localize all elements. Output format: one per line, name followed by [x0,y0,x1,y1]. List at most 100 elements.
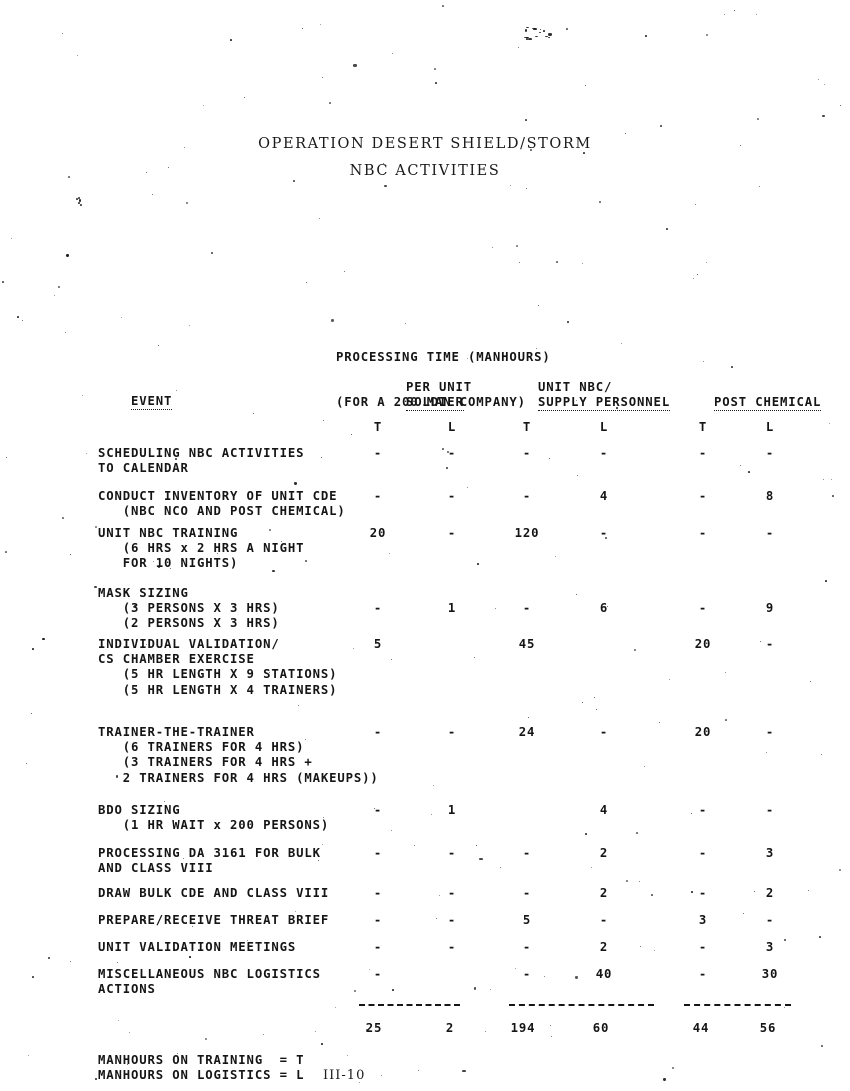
table-cell: 2 [599,886,609,900]
column-header-unit-nbc-supply-line-2: SUPPLY PERSONNEL [538,395,671,411]
table-cell: - [522,967,532,981]
totals-separator-per-unit [359,1004,460,1006]
table-cell: 20 [694,725,712,739]
table-cell: - [698,803,708,817]
table-caption-line-2: (FOR A 200 MAN COMPANY) [336,395,526,409]
totals-separator-unit-nbc [509,1004,654,1006]
table-cell: - [373,601,383,615]
table-cell: - [522,886,532,900]
table-cell: - [373,846,383,860]
table-cell: 2 [599,940,609,954]
table-cell: - [447,725,457,739]
table-cell: 24 [518,725,536,739]
table-cell: - [698,940,708,954]
table-row-label: MISCELLANEOUS NBC LOGISTICS ACTIONS [98,967,321,997]
table-row-label: BDO SIZING (1 HR WAIT x 200 PERSONS) [98,803,330,833]
table-cell: - [522,489,532,503]
table-cell: - [447,489,457,503]
page-number: III-10 [323,1068,366,1083]
table-row-label: SCHEDULING NBC ACTIVITIES TO CALENDAR [98,446,305,476]
table-row-label: MASK SIZING (3 PERSONS X 3 HRS) (2 PERSO… [98,586,280,631]
table-row-label: TRAINER-THE-TRAINER (6 TRAINERS FOR 4 HR… [98,725,379,785]
table-cell: - [765,526,775,540]
document-title-line-2: NBC ACTIVITIES [349,163,501,179]
table-cell: - [373,913,383,927]
table-cell: - [447,526,457,540]
table-cell: - [698,601,708,615]
table-cell: 45 [518,637,536,651]
column-header-per-unit-soldier-line-1: PER UNIT [406,380,473,394]
table-cell: - [698,446,708,460]
table-cell: - [373,940,383,954]
table-cell: - [373,803,383,817]
legend-line-training: MANHOURS ON TRAINING = T [98,1053,305,1067]
table-cell: - [447,913,457,927]
table-cell: - [373,967,383,981]
table-cell: - [373,886,383,900]
table-cell: - [447,886,457,900]
total-cell: 44 [692,1021,710,1035]
table-cell: 3 [765,846,775,860]
table-cell: 120 [514,526,540,540]
table-row-label: INDIVIDUAL VALIDATION/ CS CHAMBER EXERCI… [98,637,338,697]
table-cell: - [522,846,532,860]
table-cell: 1 [447,803,457,817]
table-cell: - [522,940,532,954]
table-row-label: DRAW BULK CDE AND CLASS VIII [98,886,330,900]
table-cell: - [698,846,708,860]
subheader-l-per-unit: L [447,420,457,434]
table-cell: - [373,489,383,503]
document-title-line-1: OPERATION DESERT SHIELD/STORM [258,136,592,152]
table-row-label: UNIT NBC TRAINING (6 HRS x 2 HRS A NIGHT… [98,526,305,571]
table-cell: - [765,637,775,651]
table-cell: - [765,913,775,927]
table-cell: - [765,803,775,817]
total-cell: 25 [365,1021,383,1035]
table-cell: - [599,913,609,927]
table-cell: 6 [599,601,609,615]
table-cell: 9 [765,601,775,615]
table-cell: 2 [599,846,609,860]
table-caption-line-1: PROCESSING TIME (MANHOURS) [336,350,551,364]
legend-line-logistics: MANHOURS ON LOGISTICS = L [98,1068,305,1082]
table-row-label: PREPARE/RECEIVE THREAT BRIEF [98,913,330,927]
subheader-l-unit-nbc: L [599,420,609,434]
column-header-unit-nbc-supply-line-1: UNIT NBC/ [538,380,613,394]
table-cell: - [599,725,609,739]
column-header-unit-nbc-supply-underlined: SUPPLY PERSONNEL [505,380,671,425]
table-row-label: CONDUCT INVENTORY OF UNIT CDE (NBC NCO A… [98,489,346,519]
table-cell: - [522,601,532,615]
subheader-t-per-unit: T [373,420,383,434]
total-cell: 56 [759,1021,777,1035]
table-cell: - [373,725,383,739]
column-header-unit-nbc-supply: UNIT NBC/ [505,365,612,410]
table-cell: - [698,886,708,900]
table-cell: 5 [522,913,532,927]
subheader-t-unit-nbc: T [522,420,532,434]
table-cell: 1 [447,601,457,615]
column-header-event-label: EVENT [131,394,173,410]
table-cell: 3 [698,913,708,927]
total-cell: 60 [592,1021,610,1035]
table-cell: - [447,940,457,954]
table-cell: 3 [765,940,775,954]
table-cell: - [698,489,708,503]
table-cell: - [447,446,457,460]
table-cell: - [599,526,609,540]
column-header-post-chemical-label: POST CHEMICAL [714,395,822,411]
table-caption: PROCESSING TIME (MANHOURS) (FOR A 200 MA… [0,320,850,440]
table-cell: - [447,846,457,860]
table-cell: 4 [599,489,609,503]
table-cell: - [373,446,383,460]
table-cell: - [698,967,708,981]
table-row-label: PROCESSING DA 3161 FOR BULK AND CLASS VI… [98,846,321,876]
table-cell: 30 [761,967,779,981]
subheader-t-post-chem: T [698,420,708,434]
column-header-per-unit-soldier-underlined: SOLDIER [373,380,464,425]
column-header-per-unit-soldier-line-2: SOLDIER [406,395,464,411]
table-cell: - [765,725,775,739]
table-cell: 8 [765,489,775,503]
table-cell: 4 [599,803,609,817]
table-cell: - [522,446,532,460]
